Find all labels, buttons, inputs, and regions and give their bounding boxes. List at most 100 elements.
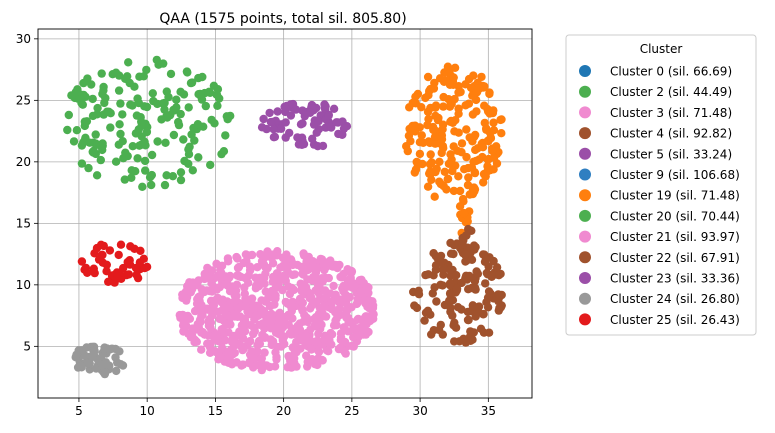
data-point bbox=[302, 337, 312, 346]
legend-marker bbox=[579, 65, 591, 77]
data-point bbox=[446, 238, 455, 248]
data-point bbox=[297, 140, 307, 149]
data-point bbox=[232, 291, 241, 301]
data-point bbox=[227, 360, 237, 369]
data-point bbox=[425, 160, 435, 169]
y-axis: 5 10 15 20 25 30 bbox=[16, 32, 38, 353]
data-point bbox=[446, 303, 455, 312]
data-point bbox=[482, 298, 491, 307]
data-point bbox=[342, 293, 351, 302]
data-point bbox=[281, 104, 291, 114]
data-point bbox=[96, 155, 106, 165]
legend-frame bbox=[565, 34, 757, 336]
data-point bbox=[233, 263, 243, 273]
data-point bbox=[439, 102, 448, 111]
y-tick-label: 15 bbox=[16, 216, 31, 230]
data-point bbox=[344, 313, 353, 322]
data-point bbox=[435, 177, 444, 186]
x-tick-label: 30 bbox=[412, 404, 427, 418]
data-point bbox=[207, 115, 216, 125]
data-point bbox=[437, 148, 446, 158]
data-point bbox=[436, 280, 445, 289]
data-point bbox=[164, 92, 173, 102]
data-point bbox=[279, 271, 288, 281]
data-point bbox=[63, 125, 72, 135]
legend-marker bbox=[579, 147, 591, 160]
data-point bbox=[431, 261, 441, 270]
data-point bbox=[187, 333, 196, 342]
data-point bbox=[91, 364, 101, 373]
data-point bbox=[454, 172, 463, 181]
data-point bbox=[288, 260, 297, 270]
data-point bbox=[88, 111, 98, 121]
legend-marker bbox=[579, 189, 591, 202]
data-point bbox=[351, 324, 360, 334]
data-point bbox=[333, 263, 342, 273]
data-point bbox=[464, 173, 473, 182]
data-point bbox=[168, 172, 178, 181]
data-point bbox=[174, 120, 184, 130]
data-point bbox=[176, 109, 185, 119]
data-point bbox=[313, 336, 322, 346]
data-point bbox=[426, 103, 435, 113]
legend-label: Cluster 25 (sil. 26.43) bbox=[610, 313, 740, 327]
data-point bbox=[244, 278, 253, 287]
data-point bbox=[461, 250, 470, 259]
data-point bbox=[105, 246, 115, 255]
data-point bbox=[102, 267, 111, 276]
data-point bbox=[122, 270, 131, 280]
legend-label: Cluster 19 (sil. 71.48) bbox=[610, 189, 740, 203]
data-point bbox=[284, 282, 293, 291]
data-point bbox=[446, 150, 455, 159]
data-point bbox=[106, 123, 115, 132]
data-point bbox=[221, 336, 230, 345]
data-point bbox=[445, 102, 455, 111]
x-tick-label: 35 bbox=[481, 404, 496, 418]
legend-entries: Cluster 0 (sil. 66.69) Cluster 2 (sil. 44… bbox=[579, 65, 740, 327]
data-point bbox=[455, 202, 465, 211]
data-point bbox=[285, 300, 294, 309]
data-point bbox=[423, 72, 433, 82]
data-point bbox=[480, 257, 490, 266]
data-point bbox=[232, 252, 241, 262]
data-point bbox=[240, 320, 249, 329]
data-point bbox=[92, 171, 102, 180]
data-point bbox=[160, 105, 169, 114]
data-point bbox=[154, 60, 163, 69]
data-point bbox=[251, 311, 261, 321]
data-point bbox=[450, 94, 459, 104]
data-point bbox=[286, 330, 295, 339]
data-point bbox=[157, 115, 166, 124]
data-point bbox=[126, 100, 135, 109]
y-tick-label: 25 bbox=[16, 93, 31, 107]
data-point bbox=[469, 241, 479, 250]
data-point bbox=[412, 303, 422, 313]
data-point bbox=[273, 107, 282, 116]
data-point bbox=[485, 88, 494, 97]
legend-label: Cluster 24 (sil. 26.80) bbox=[610, 292, 740, 306]
data-point bbox=[213, 307, 223, 316]
y-tick-label: 5 bbox=[23, 339, 31, 353]
data-point bbox=[343, 265, 352, 274]
data-point bbox=[212, 259, 221, 268]
data-point bbox=[257, 365, 266, 375]
data-point bbox=[270, 362, 280, 371]
data-point bbox=[297, 133, 307, 142]
data-point bbox=[84, 163, 93, 173]
data-point bbox=[77, 362, 86, 371]
data-point bbox=[340, 347, 349, 356]
x-tick-label: 20 bbox=[276, 404, 291, 418]
data-point bbox=[210, 296, 220, 305]
data-point bbox=[332, 314, 341, 323]
data-point bbox=[118, 361, 128, 370]
data-point bbox=[497, 129, 506, 138]
data-point bbox=[116, 240, 126, 249]
data-point bbox=[101, 368, 110, 377]
data-point bbox=[464, 99, 474, 108]
data-point bbox=[448, 117, 457, 127]
data-point bbox=[265, 108, 274, 118]
data-point bbox=[272, 352, 281, 362]
data-point bbox=[221, 131, 230, 140]
data-point bbox=[415, 149, 425, 159]
